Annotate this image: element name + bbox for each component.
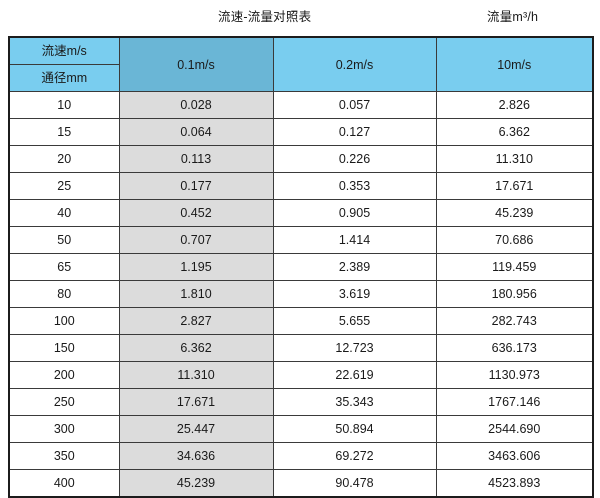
cell-flow-10ms: 3463.606 xyxy=(435,442,594,470)
cell-flow-10ms: 119.459 xyxy=(435,253,594,281)
cell-flow-0-2ms: 2.389 xyxy=(272,253,437,281)
caption-row: 流速-流量对照表 流量m³/h xyxy=(0,0,600,32)
header-row-bottom: 通径mm xyxy=(8,64,593,92)
cell-flow-10ms: 45.239 xyxy=(435,199,594,227)
cell-flow-0-1ms: 11.310 xyxy=(118,361,274,389)
header-row-top: 流速m/s 0.1m/s 0.2m/s 10m/s xyxy=(8,36,594,92)
table-row: 150 6.362 12.723 636.173 xyxy=(8,334,594,362)
header-col-0-2ms: 0.2m/s xyxy=(272,36,437,92)
cell-flow-0-2ms: 3.619 xyxy=(272,280,437,308)
cell-flow-0-1ms: 0.707 xyxy=(118,226,274,254)
header-col-10ms: 10m/s xyxy=(435,36,594,92)
cell-flow-0-1ms: 0.177 xyxy=(118,172,274,200)
table-row: 10 0.028 0.057 2.826 xyxy=(8,91,594,119)
cell-diameter: 10 xyxy=(8,91,120,119)
cell-flow-10ms: 70.686 xyxy=(435,226,594,254)
cell-flow-0-2ms: 35.343 xyxy=(272,388,437,416)
cell-diameter: 50 xyxy=(8,226,120,254)
table-row: 65 1.195 2.389 119.459 xyxy=(8,253,594,281)
table-row: 15 0.064 0.127 6.362 xyxy=(8,118,594,146)
cell-flow-0-2ms: 22.619 xyxy=(272,361,437,389)
cell-flow-10ms: 6.362 xyxy=(435,118,594,146)
cell-diameter: 400 xyxy=(8,469,120,498)
header-col-0-1ms: 0.1m/s xyxy=(118,36,274,92)
cell-diameter: 150 xyxy=(8,334,120,362)
cell-flow-0-2ms: 69.272 xyxy=(272,442,437,470)
table-row: 350 34.636 69.272 3463.606 xyxy=(8,442,594,470)
cell-diameter: 100 xyxy=(8,307,120,335)
cell-flow-0-1ms: 0.113 xyxy=(118,145,274,173)
cell-diameter: 250 xyxy=(8,388,120,416)
cell-diameter: 65 xyxy=(8,253,120,281)
table-row: 20 0.113 0.226 11.310 xyxy=(8,145,594,173)
table-row: 100 2.827 5.655 282.743 xyxy=(8,307,594,335)
cell-flow-0-1ms: 6.362 xyxy=(118,334,274,362)
cell-diameter: 25 xyxy=(8,172,120,200)
cell-diameter: 15 xyxy=(8,118,120,146)
table-row: 300 25.447 50.894 2544.690 xyxy=(8,415,594,443)
cell-flow-0-1ms: 0.452 xyxy=(118,199,274,227)
flow-velocity-table: 流速m/s 0.1m/s 0.2m/s 10m/s 通径mm 10 0.028 0.… xyxy=(8,36,594,498)
table-row: 40 0.452 0.905 45.239 xyxy=(8,199,594,227)
cell-flow-0-1ms: 0.064 xyxy=(118,118,274,146)
cell-flow-0-2ms: 5.655 xyxy=(272,307,437,335)
table-row: 25 0.177 0.353 17.671 xyxy=(8,172,594,200)
table-body: 流速m/s 0.1m/s 0.2m/s 10m/s 通径mm 10 0.028 0.… xyxy=(8,36,594,498)
cell-flow-0-2ms: 90.478 xyxy=(272,469,437,498)
flow-unit-label: 流量m³/h xyxy=(487,10,539,24)
cell-flow-0-1ms: 45.239 xyxy=(118,469,274,498)
header-velocity-label: 流速m/s xyxy=(8,36,120,65)
cell-flow-10ms: 2544.690 xyxy=(435,415,594,443)
cell-flow-10ms: 17.671 xyxy=(435,172,594,200)
cell-flow-10ms: 180.956 xyxy=(435,280,594,308)
cell-flow-0-2ms: 0.905 xyxy=(272,199,437,227)
cell-flow-0-1ms: 25.447 xyxy=(118,415,274,443)
cell-flow-0-1ms: 1.810 xyxy=(118,280,274,308)
cell-flow-0-2ms: 0.226 xyxy=(272,145,437,173)
cell-flow-0-2ms: 0.057 xyxy=(272,91,437,119)
header-diameter-label: 通径mm xyxy=(8,64,120,92)
cell-flow-10ms: 4523.893 xyxy=(435,469,594,498)
cell-flow-0-2ms: 0.353 xyxy=(272,172,437,200)
cell-flow-0-2ms: 1.414 xyxy=(272,226,437,254)
table-row: 200 11.310 22.619 1130.973 xyxy=(8,361,594,389)
cell-diameter: 40 xyxy=(8,199,120,227)
table-container: 流速m/s 0.1m/s 0.2m/s 10m/s 通径mm 10 0.028 0.… xyxy=(8,36,594,498)
table-row: 50 0.707 1.414 70.686 xyxy=(8,226,594,254)
cell-flow-10ms: 282.743 xyxy=(435,307,594,335)
cell-flow-0-1ms: 34.636 xyxy=(118,442,274,470)
cell-flow-0-2ms: 0.127 xyxy=(272,118,437,146)
cell-diameter: 20 xyxy=(8,145,120,173)
table-row: 400 45.239 90.478 4523.893 xyxy=(8,469,594,498)
cell-flow-0-2ms: 12.723 xyxy=(272,334,437,362)
cell-diameter: 350 xyxy=(8,442,120,470)
cell-diameter: 300 xyxy=(8,415,120,443)
cell-flow-10ms: 1130.973 xyxy=(435,361,594,389)
cell-diameter: 200 xyxy=(8,361,120,389)
cell-flow-0-1ms: 1.195 xyxy=(118,253,274,281)
cell-flow-0-1ms: 17.671 xyxy=(118,388,274,416)
cell-flow-10ms: 636.173 xyxy=(435,334,594,362)
cell-flow-10ms: 1767.146 xyxy=(435,388,594,416)
cell-flow-0-1ms: 2.827 xyxy=(118,307,274,335)
table-row: 250 17.671 35.343 1767.146 xyxy=(8,388,594,416)
cell-flow-10ms: 2.826 xyxy=(435,91,594,119)
cell-diameter: 80 xyxy=(8,280,120,308)
cell-flow-0-1ms: 0.028 xyxy=(118,91,274,119)
cell-flow-0-2ms: 50.894 xyxy=(272,415,437,443)
table-title: 流速-流量对照表 xyxy=(218,10,312,24)
cell-flow-10ms: 11.310 xyxy=(435,145,594,173)
table-row: 80 1.810 3.619 180.956 xyxy=(8,280,594,308)
